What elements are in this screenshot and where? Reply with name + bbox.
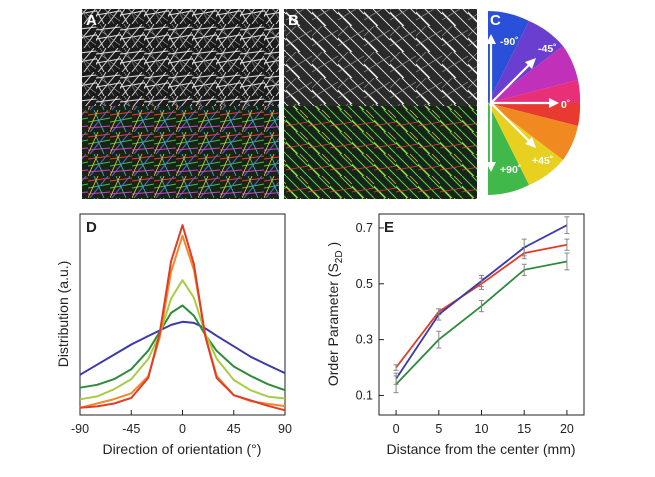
panel-e-y-tick-label: 0.1 — [356, 388, 373, 402]
panel-d-series-line-4 — [79, 224, 286, 412]
panel-b-gray-image — [284, 9, 477, 106]
panel-e-ticks: 0 5 10 15 20 0.1 0.3 0.5 0.7 — [356, 221, 574, 436]
panel-d-plot-frame — [79, 213, 286, 416]
panel-e-series — [393, 216, 570, 394]
panel-e-x-tick-label: 15 — [517, 422, 531, 436]
panel-c-label: C — [490, 12, 501, 29]
panel-d-label: D — [86, 219, 97, 236]
panel-e-y-axis-label: Order Parameter (S2D ) — [325, 242, 345, 386]
panel-d-series — [79, 224, 286, 412]
panel-b: B — [284, 9, 477, 199]
wheel-label-plus45: +45˚ — [532, 155, 553, 167]
panel-e-series-1 — [393, 216, 570, 385]
wheel-label-0: 0˚ — [561, 99, 570, 111]
panel-d-x-tick-label: 0 — [179, 422, 186, 436]
panel-a-label: A — [86, 12, 97, 29]
panel-d-x-tick-label: -90 — [71, 422, 89, 436]
panel-e-x-tick-label: 20 — [560, 422, 574, 436]
panel-e-x-tick-label: 0 — [393, 422, 400, 436]
wheel-label-minus45: -45˚ — [538, 43, 557, 55]
panel-c: -90˚ -45˚ 0˚ +45˚ +90˚ C — [486, 11, 581, 195]
color-wheel — [488, 11, 581, 195]
panel-d-x-axis-label: Direction of orientation (°) — [103, 441, 262, 457]
panel-d-y-axis-label: Distribution (a.u.) — [55, 261, 71, 368]
panel-e-x-tick-label: 10 — [475, 422, 489, 436]
panel-b-label: B — [288, 12, 299, 29]
panel-e-series-2 — [393, 252, 570, 394]
panel-d-x-tick-label: 90 — [278, 422, 292, 436]
panel-e-label: E — [384, 219, 394, 236]
panel-d-series-line-2 — [79, 279, 286, 401]
panel-d-series-line-0 — [79, 320, 286, 376]
panel-a-gray-image — [82, 9, 279, 106]
panel-e-x-tick-label: 5 — [435, 422, 442, 436]
panel-a-color-image — [82, 106, 279, 199]
panel-d-series-line-1 — [79, 304, 286, 392]
panel-d-x-tick-label: 45 — [227, 422, 241, 436]
panel-e-y-tick-label: 0.7 — [356, 221, 373, 235]
panel-e-y-axis-label-end: ) — [325, 242, 341, 251]
panel-e-x-axis-label: Distance from the center (mm) — [386, 441, 575, 457]
panel-e-plot-frame — [378, 213, 585, 416]
panel-d-x-ticks: -90 -45 0 45 90 — [71, 410, 292, 436]
wheel-arrows — [486, 34, 559, 172]
panel-e-y-tick-label: 0.5 — [356, 277, 373, 291]
panel-e-y-axis-label-sub: 2D — [334, 250, 345, 263]
wheel-label-plus90: +90˚ — [500, 164, 521, 176]
wheel-label-minus90: -90˚ — [500, 36, 519, 48]
panel-e-y-axis-label-main: Order Parameter (S — [325, 263, 341, 386]
panel-d-x-tick-label: -45 — [122, 422, 140, 436]
panel-a: A — [82, 9, 279, 199]
panel-d: D -90 -45 0 45 90 Direction of orientation (… — [55, 213, 292, 457]
panel-e: E 0 5 10 15 20 0.1 0.3 0.5 0.7 Distance from the… — [325, 213, 585, 457]
panel-e-y-tick-label: 0.3 — [356, 333, 373, 347]
panel-b-color-image — [284, 106, 477, 199]
